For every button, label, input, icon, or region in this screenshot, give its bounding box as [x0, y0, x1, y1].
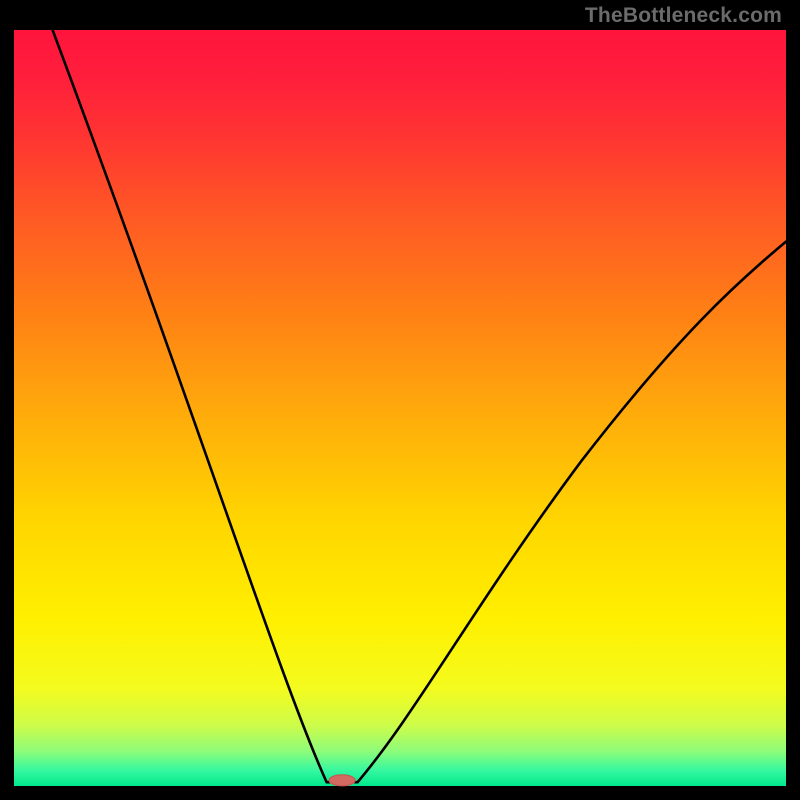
bottleneck-chart [0, 0, 800, 800]
gradient-background [14, 30, 786, 786]
minimum-marker [329, 775, 355, 786]
watermark-text: TheBottleneck.com [585, 4, 782, 28]
chart-frame: TheBottleneck.com [0, 0, 800, 800]
